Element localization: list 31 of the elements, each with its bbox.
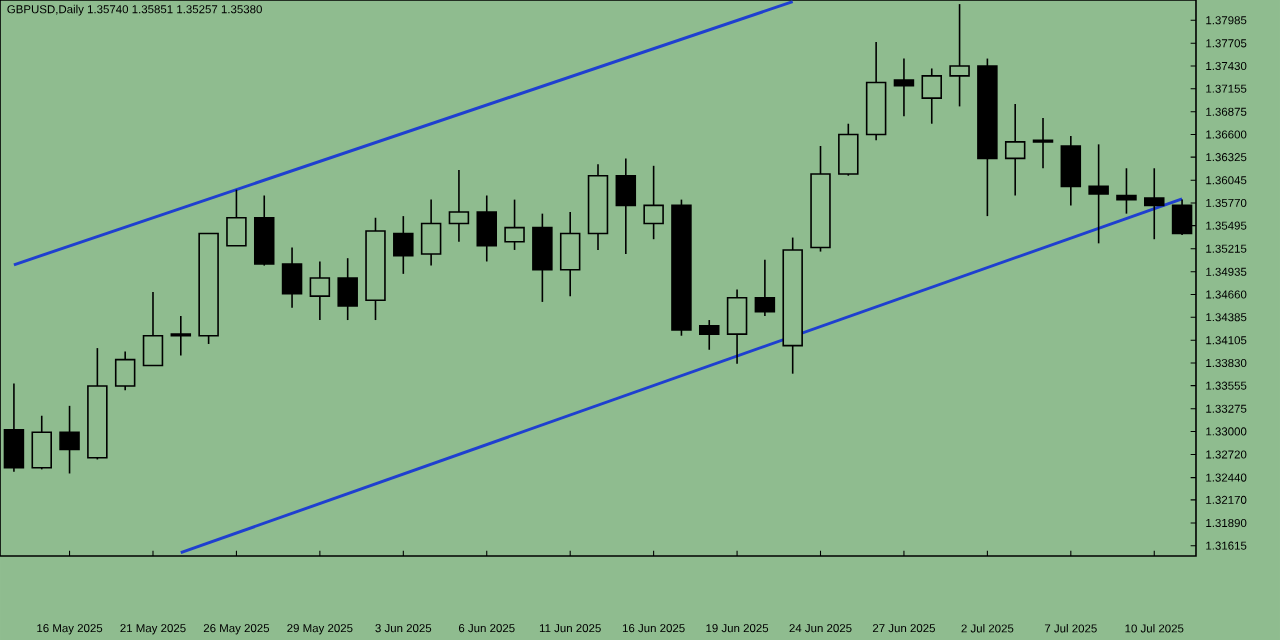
candlestick xyxy=(921,67,943,125)
candlestick xyxy=(309,260,331,321)
candlestick xyxy=(226,188,247,247)
candlestick xyxy=(532,212,553,303)
candlestick xyxy=(1116,167,1137,215)
candlestick xyxy=(1144,167,1165,241)
candlestick xyxy=(476,194,498,263)
candlestick xyxy=(114,350,136,391)
candlestick xyxy=(337,257,358,321)
candlestick xyxy=(420,198,442,267)
candlestick xyxy=(281,246,303,309)
candlestick xyxy=(699,319,720,351)
candlestick xyxy=(170,315,192,357)
candlestick xyxy=(142,291,164,367)
candlestick xyxy=(559,211,581,297)
candlestick xyxy=(448,169,470,243)
candlestick xyxy=(893,57,915,118)
candlestick xyxy=(59,405,80,475)
candlestick xyxy=(393,215,414,275)
candlestick xyxy=(726,288,748,365)
candlestick xyxy=(838,122,859,177)
candlestick xyxy=(1032,117,1054,170)
candlestick xyxy=(615,157,637,255)
candlestick xyxy=(1004,103,1026,197)
candlestick xyxy=(643,165,664,241)
candlestick xyxy=(504,198,525,251)
candlestick xyxy=(754,259,776,317)
candlestick xyxy=(31,414,52,471)
candlestick xyxy=(1060,135,1082,207)
candlestick xyxy=(1088,143,1109,245)
candlestick xyxy=(253,194,275,267)
